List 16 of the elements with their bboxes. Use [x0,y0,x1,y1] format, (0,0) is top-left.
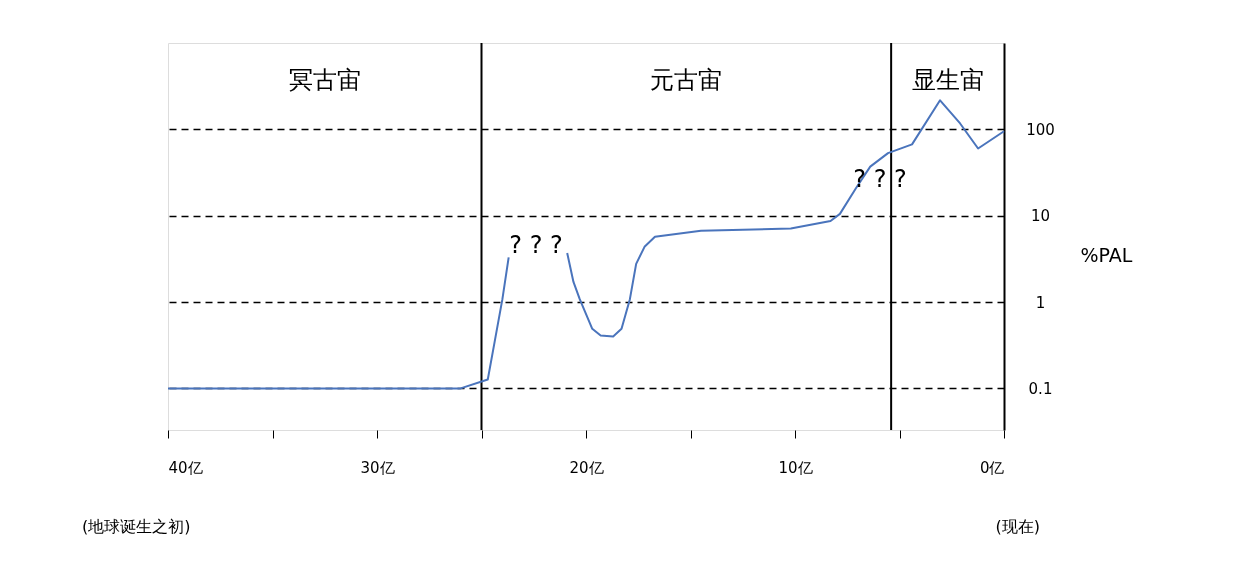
text: (现在) [995,517,1040,536]
annotation: 显生宙 [911,66,984,94]
y-tick-label: 10 [1030,207,1051,226]
x-tick-label: 20亿 [569,458,604,477]
y-tick-label: 100 [1026,120,1055,139]
y-tick-label: 1 [1035,293,1046,312]
x-tick-label: 0亿 [979,458,1005,477]
x-tick-label: 10亿 [778,458,813,477]
text: (地球诞生之初) [82,517,191,536]
annotation: 冥古宙 [288,66,361,94]
x-tick-label: 40亿 [168,458,203,477]
y-tick-label: 0.1 [1028,379,1053,398]
y-axis-title: %PAL [1080,244,1133,267]
x-tick-label: 30亿 [360,458,395,477]
annotation: 元古宙 [650,66,723,94]
annotation: ? ? ? [509,231,563,259]
